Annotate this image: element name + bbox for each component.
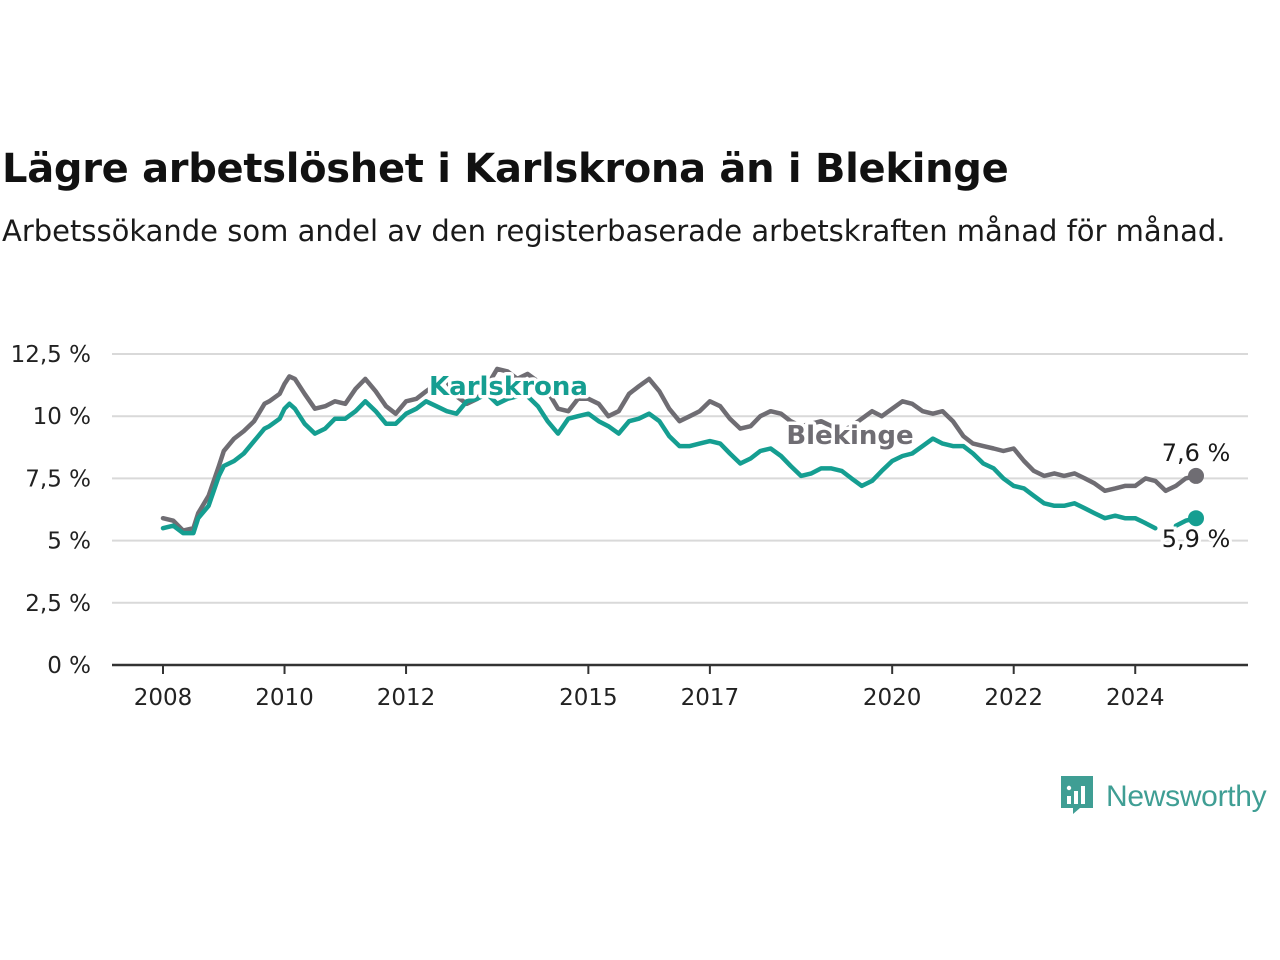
x-tick-label: 2015 [559,685,618,711]
series-label-halo: Karlskrona [429,372,588,402]
y-axis-ticks: 0 % 2,5 % 5 % 7,5 % 10 % 12,5 % [11,342,91,679]
series-label-halo: Blekinge [786,421,913,451]
end-point-karlskrona [1188,510,1204,527]
x-axis-ticks: 2008 2010 2012 2015 2017 2020 2022 2024 [134,665,1165,711]
newsworthy-brand: Newsworthy [1058,774,1267,820]
x-tick-label: 2017 [681,685,740,711]
gridlines [112,353,1248,667]
series-line-blekinge [160,366,1199,533]
x-tick-label: 2010 [255,685,314,711]
x-tick-label: 2008 [134,685,193,711]
x-tick-label: 2022 [984,685,1043,711]
chart-subtitle: Arbetssökande som andel av den registerb… [2,214,1226,248]
y-tick-label: 2,5 % [25,591,91,617]
y-tick-label: 10 % [33,404,91,430]
x-tick-label: 2020 [863,685,922,711]
end-value-karlskrona: 5,9 % [1162,525,1231,553]
series-lines [160,366,1204,536]
y-tick-label: 7,5 % [25,466,91,492]
x-tick-label: 2024 [1106,685,1165,711]
y-tick-label: 5 % [47,529,91,555]
end-value-halo: 5,9 % [1162,525,1231,553]
bar-chart-speech-bubble-icon [1058,774,1096,820]
y-tick-label: 12,5 % [11,342,91,368]
end-value-blekinge: 7,6 % [1162,439,1231,467]
end-point-blekinge [1188,467,1204,484]
series-line-karlskrona [160,391,1199,536]
series-labels: KarlskronaKarlskronaBlekingeBlekinge7,6 … [426,369,1234,557]
chart-title: Lägre arbetslöshet i Karlskrona än i Ble… [2,146,1009,192]
y-tick-label: 0 % [47,653,91,679]
x-tick-label: 2012 [377,685,436,711]
series-label-blekinge: Blekinge [786,421,913,451]
brand-name: Newsworthy [1106,780,1267,813]
series-label-karlskrona: Karlskrona [429,372,588,402]
